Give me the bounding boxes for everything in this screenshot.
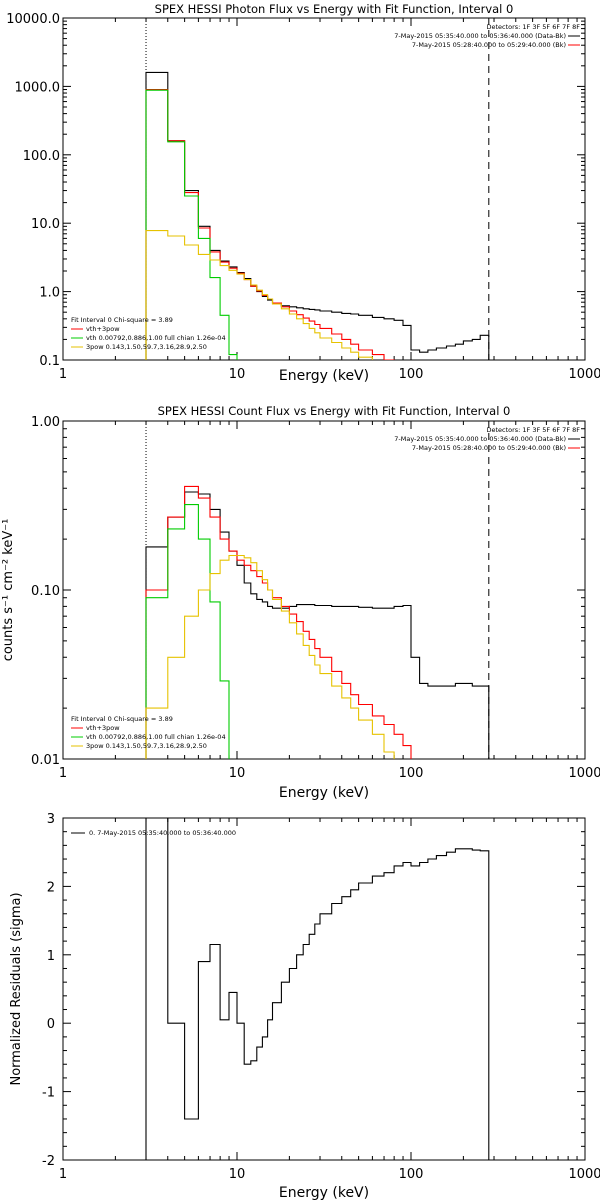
series-group — [145, 485, 490, 759]
data-series-3 — [145, 89, 238, 360]
x-tick-label: 10 — [229, 1167, 246, 1182]
y-tick-label: 1.0 — [39, 286, 60, 301]
y-tick-label: 1.00 — [31, 415, 60, 430]
data-series-2 — [145, 485, 412, 759]
data-series-1 — [145, 491, 490, 759]
legend-bottom-entry: 3pow 0.143,1.50,59.7,3.16,28.9,2.50 — [86, 742, 207, 750]
legend-bottom-entry: vth+3pow — [86, 724, 120, 732]
legend-top-entry: 7-May-2015 05:35:40.000 to 05:36:40.000 … — [394, 435, 566, 443]
y-axis-label: counts s⁻¹ cm⁻² keV⁻¹ — [1, 519, 16, 662]
legend-top-entry: Detectors: 1F 3F 5F 6F 7F 8F — [486, 426, 580, 434]
x-tick-label: 1000 — [568, 766, 600, 781]
y-tick-label: 10.0 — [31, 217, 60, 232]
legend-top-entry: 7-May-2015 05:35:40.000 to 05:36:40.000 … — [394, 32, 566, 40]
y-tick-label: -1 — [42, 1086, 55, 1101]
legend-bottom-entry: 3pow 0.143,1.50,59.7,3.16,28.9,2.50 — [86, 343, 207, 351]
chart-3: 1 10 100 1000 -2 -1 0 1 2 3 Energy (keV) Normalized… — [9, 812, 600, 1200]
x-tick-label: 1 — [59, 367, 67, 382]
y-tick-label: 2 — [47, 880, 55, 895]
chart-title: SPEX HESSI Photon Flux vs Energy with Fi… — [155, 2, 514, 16]
legend-bottom-entry: vth+3pow — [86, 325, 120, 333]
chart-title: SPEX HESSI Count Flux vs Energy with Fit… — [158, 404, 511, 418]
y-tick-label: 0.10 — [31, 584, 60, 599]
x-axis-label: Energy (keV) — [279, 368, 369, 384]
y-tick-label: 0 — [47, 1017, 55, 1032]
x-tick-label: 10 — [229, 367, 246, 382]
plot-frame — [62, 17, 586, 361]
legend-top-left-entry: 0. 7-May-2015 05:35:40.000 to 05:36:40.0… — [89, 829, 236, 837]
data-series-1 — [145, 818, 490, 1160]
series-group — [145, 818, 490, 1160]
x-tick-label: 1000 — [568, 367, 600, 382]
plot-frame — [62, 817, 586, 1161]
y-tick-label: 10000.0 — [6, 12, 60, 27]
plot-frame — [62, 420, 586, 760]
series-group — [145, 71, 490, 360]
data-series-3 — [145, 504, 230, 759]
x-tick-label: 100 — [399, 367, 424, 382]
legend-top-entry: 7-May-2015 05:28:40.000 to 05:29:40.000 … — [412, 41, 566, 49]
data-series-2 — [145, 88, 395, 360]
x-tick-label: 1000 — [568, 1167, 600, 1182]
y-tick-label: 100.0 — [23, 149, 60, 164]
y-tick-label: 1000.0 — [15, 80, 61, 95]
legend-bottom-entry: vth 0.00792,0.886,1.00 full chian 1.26e-… — [86, 334, 226, 342]
data-series-4 — [145, 554, 395, 759]
legend-bottom-title: Fit Interval 0 Chi-square = 3.89 — [71, 316, 173, 324]
x-tick-label: 100 — [399, 1167, 424, 1182]
y-tick-label: 3 — [47, 812, 55, 827]
legend-top-entry: Detectors: 1F 3F 5F 6F 7F 8F — [486, 23, 580, 31]
x-axis-label: Energy (keV) — [279, 1185, 369, 1200]
y-tick-label: -2 — [42, 1154, 55, 1169]
chart-2: SPEX HESSI Count Flux vs Energy with Fit… — [1, 404, 600, 801]
x-tick-label: 1 — [59, 766, 67, 781]
legend-bottom-entry: vth 0.00792,0.886,1.00 full chian 1.26e-… — [86, 733, 226, 741]
y-tick-label: 0.01 — [31, 753, 60, 768]
y-tick-label: 1 — [47, 949, 55, 964]
x-tick-label: 10 — [229, 766, 246, 781]
legend-bottom-title: Fit Interval 0 Chi-square = 3.89 — [71, 715, 173, 723]
y-axis-label: Normalized Residuals (sigma) — [9, 892, 24, 1085]
legend-top-entry: 7-May-2015 05:28:40.000 to 05:29:40.000 … — [412, 444, 566, 452]
y-tick-label: 0.1 — [39, 354, 60, 369]
x-tick-label: 1 — [59, 1167, 67, 1182]
data-series-4 — [145, 230, 373, 360]
x-tick-label: 100 — [399, 766, 424, 781]
chart-1: SPEX HESSI Photon Flux vs Energy with Fi… — [6, 2, 600, 384]
x-axis-label: Energy (keV) — [279, 785, 369, 801]
